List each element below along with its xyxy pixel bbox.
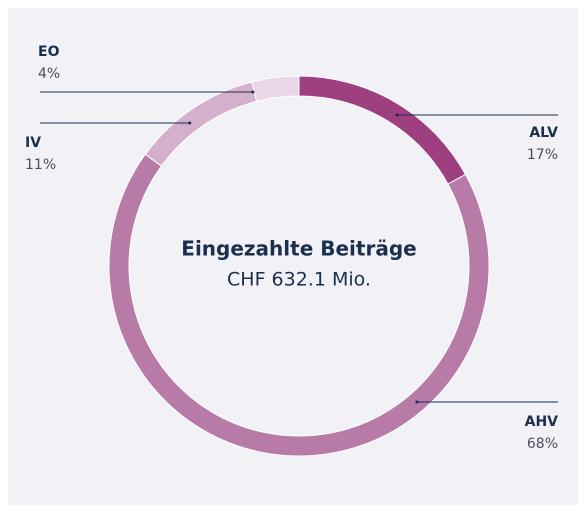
value-label: 4% <box>38 66 60 82</box>
leader-dot <box>415 400 419 404</box>
leader-dot <box>251 90 255 94</box>
category-label: AHV <box>525 414 559 430</box>
value-label: 11% <box>25 157 56 173</box>
category-label: ALV <box>529 125 558 141</box>
value-label: 17% <box>527 147 558 163</box>
value-label: 68% <box>527 436 558 452</box>
leader-dot <box>188 121 192 125</box>
donut-segment <box>251 75 300 102</box>
center-subtitle: CHF 632.1 Mio. <box>227 269 371 291</box>
category-label: IV <box>25 135 41 151</box>
donut-segment <box>108 153 490 457</box>
leader-dot <box>395 113 399 117</box>
category-label: EO <box>38 44 60 60</box>
center-title: Eingezahlte Beiträge <box>181 237 416 261</box>
